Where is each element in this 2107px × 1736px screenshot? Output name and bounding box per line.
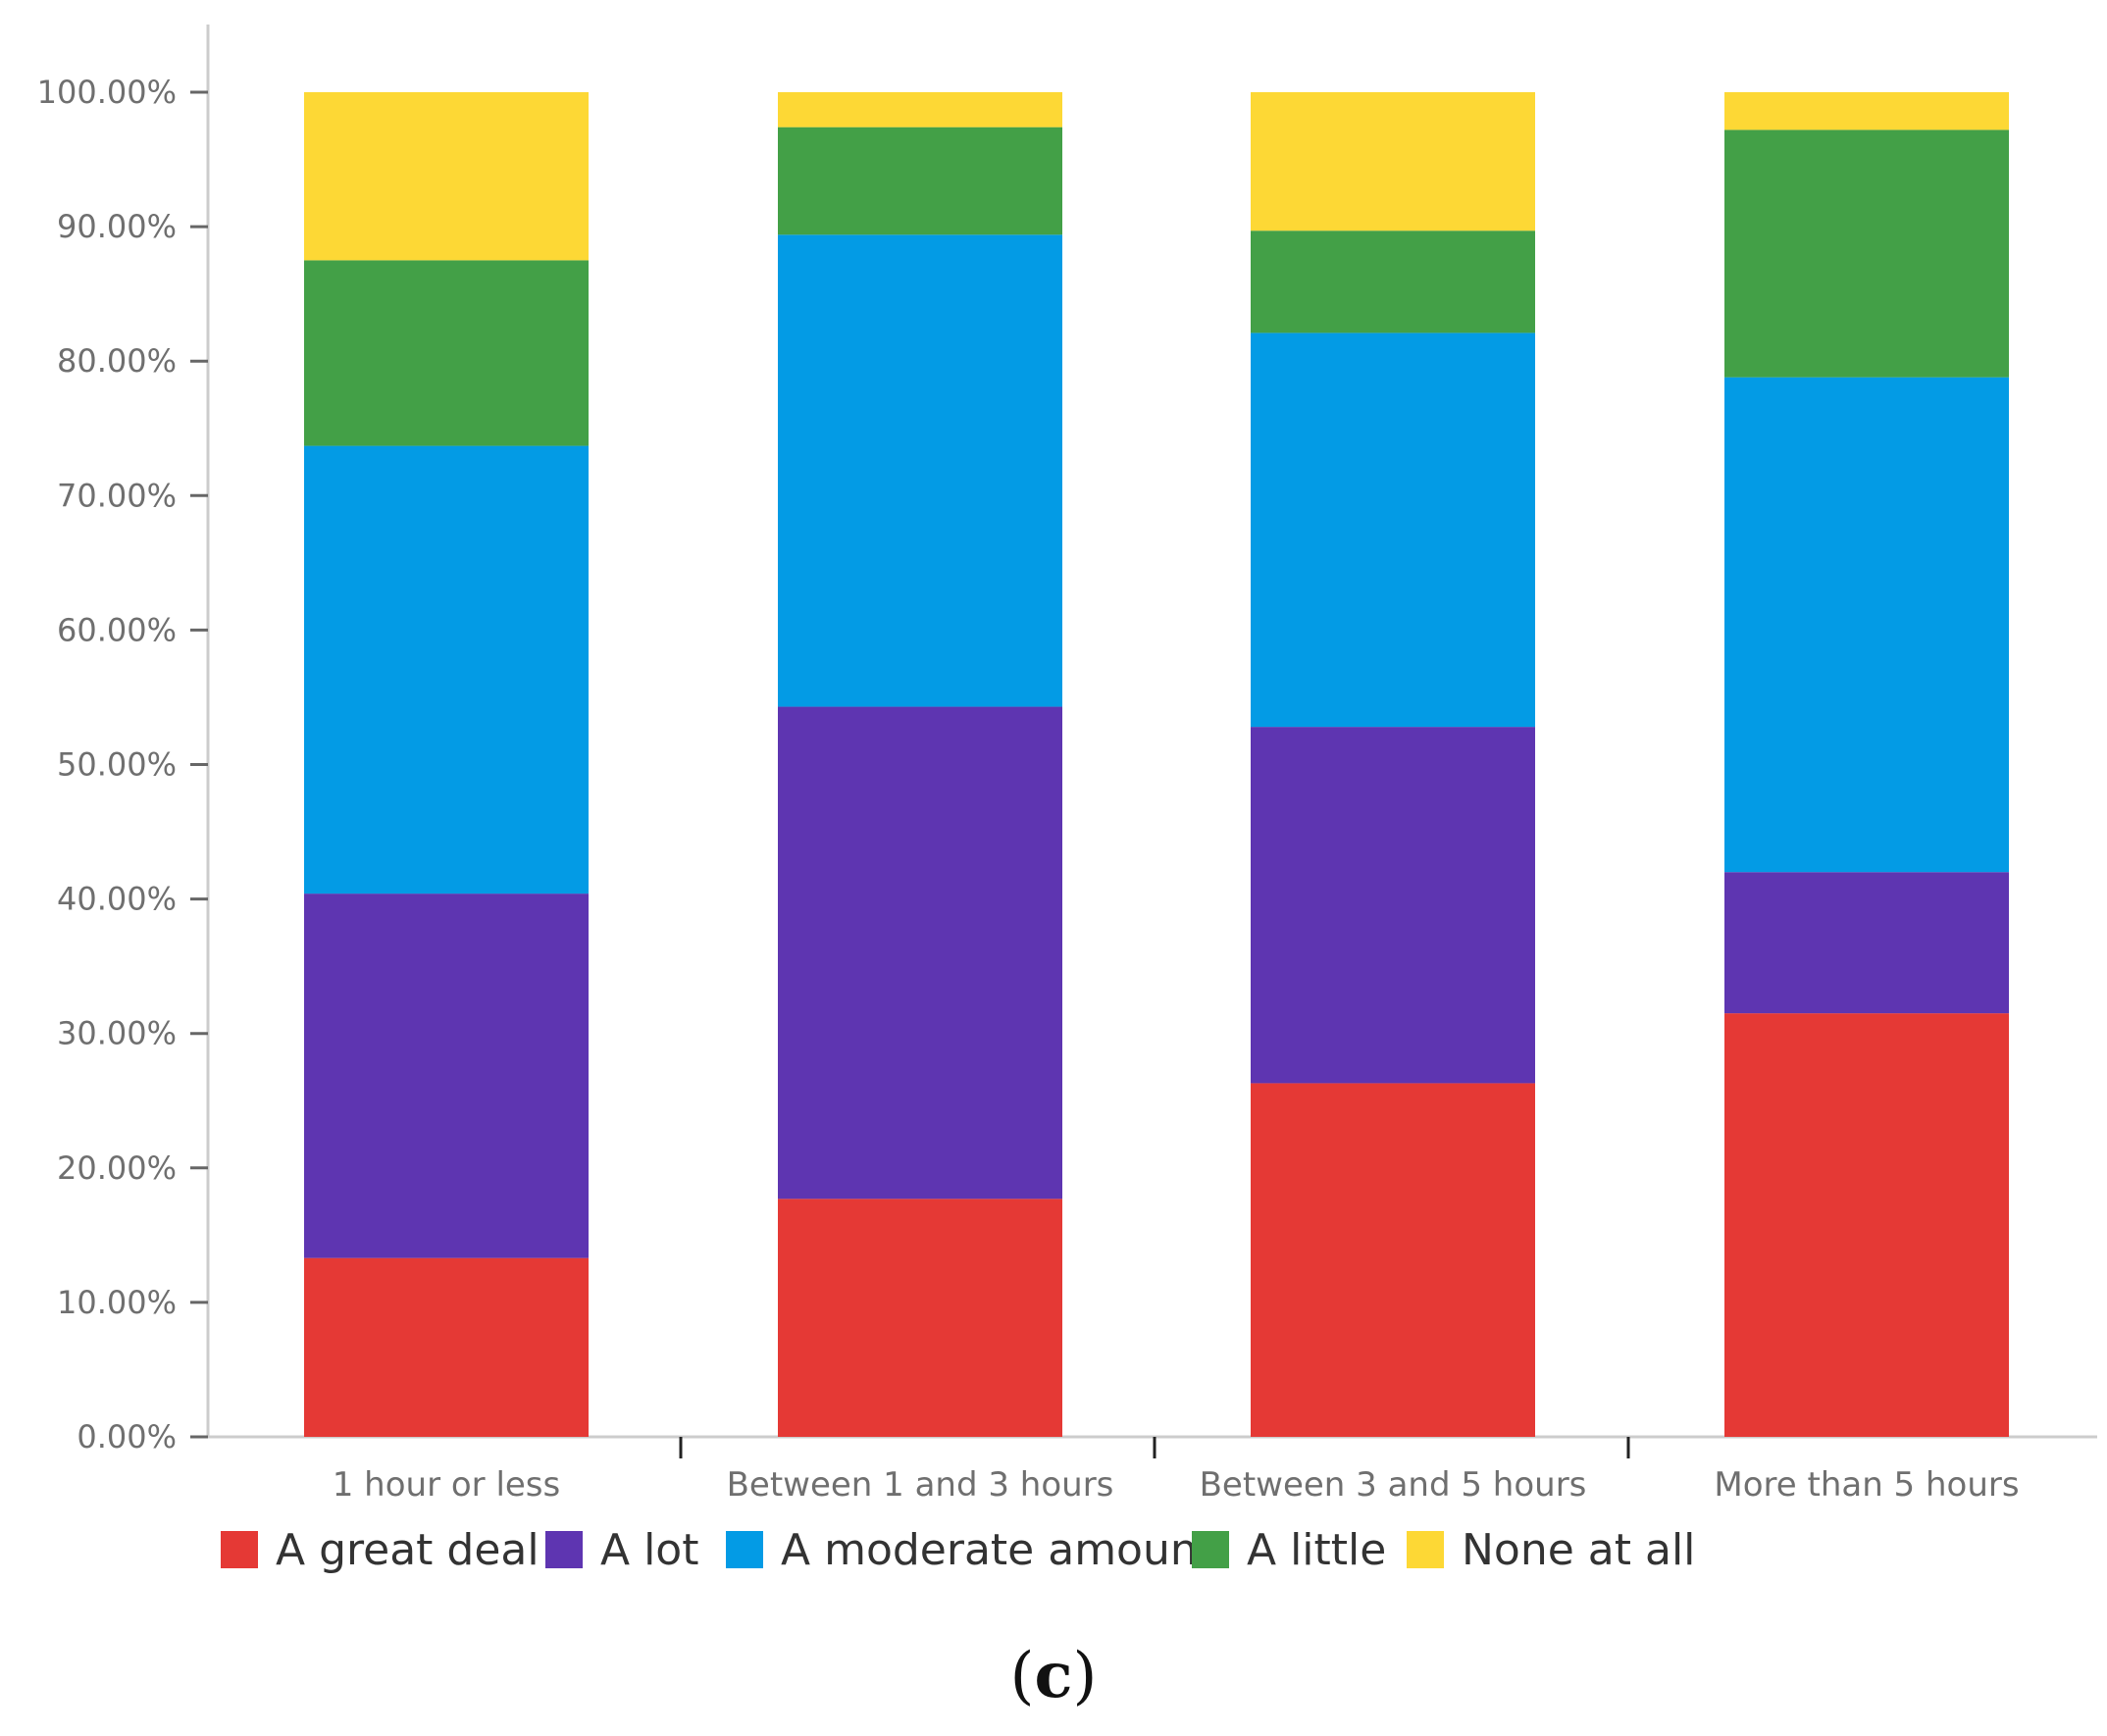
- legend-swatch: [545, 1531, 583, 1568]
- bar-segment: [304, 92, 589, 261]
- bar-segment: [304, 1257, 589, 1437]
- bar-segment: [1724, 377, 2009, 873]
- bar-stack: [304, 92, 589, 1437]
- bar-segment: [1724, 1013, 2009, 1437]
- bar-segment: [304, 445, 589, 894]
- y-tick-label: 10.00%: [57, 1284, 177, 1321]
- legend-item: A moderate amount: [726, 1525, 1214, 1575]
- legend-label: A great deal: [276, 1525, 540, 1575]
- bar-stack: [1251, 92, 1535, 1437]
- bar-segment: [1251, 230, 1535, 333]
- bar-segment: [304, 894, 589, 1258]
- bar-segment: [778, 92, 1062, 128]
- y-tick-label: 90.00%: [57, 208, 177, 245]
- x-category-label: 1 hour or less: [333, 1465, 561, 1505]
- x-category-label: Between 1 and 3 hours: [727, 1465, 1114, 1505]
- x-category-label: Between 3 and 5 hours: [1200, 1465, 1587, 1505]
- y-tick-label: 40.00%: [57, 881, 177, 918]
- legend: A great deal A lot A moderate amount A litt…: [221, 1525, 1695, 1575]
- bar-segment: [1251, 1083, 1535, 1437]
- y-tick-label: 50.00%: [57, 746, 177, 784]
- x-category-label: More than 5 hours: [1714, 1465, 2019, 1505]
- legend-swatch: [1407, 1531, 1444, 1568]
- bar-stack: [778, 92, 1062, 1437]
- bar-segment: [1251, 92, 1535, 231]
- bar-segment: [304, 260, 589, 446]
- legend-item: A lot: [545, 1525, 698, 1575]
- legend-label: A lot: [600, 1525, 698, 1575]
- bar-segment: [1724, 129, 2009, 378]
- y-tick-label: 80.00%: [57, 342, 177, 380]
- bar-segment: [1251, 727, 1535, 1084]
- bars: [304, 92, 2009, 1437]
- y-tick-label: 70.00%: [57, 477, 177, 514]
- bar-segment: [778, 234, 1062, 707]
- legend-swatch: [221, 1531, 258, 1568]
- legend-label: None at all: [1462, 1525, 1695, 1575]
- bar-segment: [778, 1199, 1062, 1437]
- y-axis-ticks: 0.00% 10.00% 20.00% 30.00% 40.00% 50.00% 60.00…: [37, 74, 208, 1455]
- y-tick-label: 60.00%: [57, 611, 177, 648]
- y-tick-label: 0.00%: [77, 1418, 177, 1455]
- legend-swatch: [1192, 1531, 1229, 1568]
- x-axis-categories: 1 hour or less Between 1 and 3 hours Betwe…: [333, 1437, 2020, 1505]
- legend-label: A moderate amount: [781, 1525, 1214, 1575]
- legend-item: A great deal: [221, 1525, 540, 1575]
- legend-label: A little: [1247, 1525, 1386, 1575]
- bar-stack: [1724, 92, 2009, 1437]
- bar-segment: [1724, 872, 2009, 1014]
- legend-item: A little: [1192, 1525, 1386, 1575]
- bar-segment: [1251, 332, 1535, 728]
- y-tick-label: 30.00%: [57, 1015, 177, 1052]
- panel-label: (c): [1010, 1639, 1098, 1712]
- bar-segment: [778, 706, 1062, 1200]
- bar-segment: [1724, 92, 2009, 130]
- y-tick-label: 20.00%: [57, 1149, 177, 1187]
- legend-swatch: [726, 1531, 763, 1568]
- y-tick-label: 100.00%: [37, 74, 177, 111]
- bar-segment: [778, 127, 1062, 235]
- legend-item: None at all: [1407, 1525, 1695, 1575]
